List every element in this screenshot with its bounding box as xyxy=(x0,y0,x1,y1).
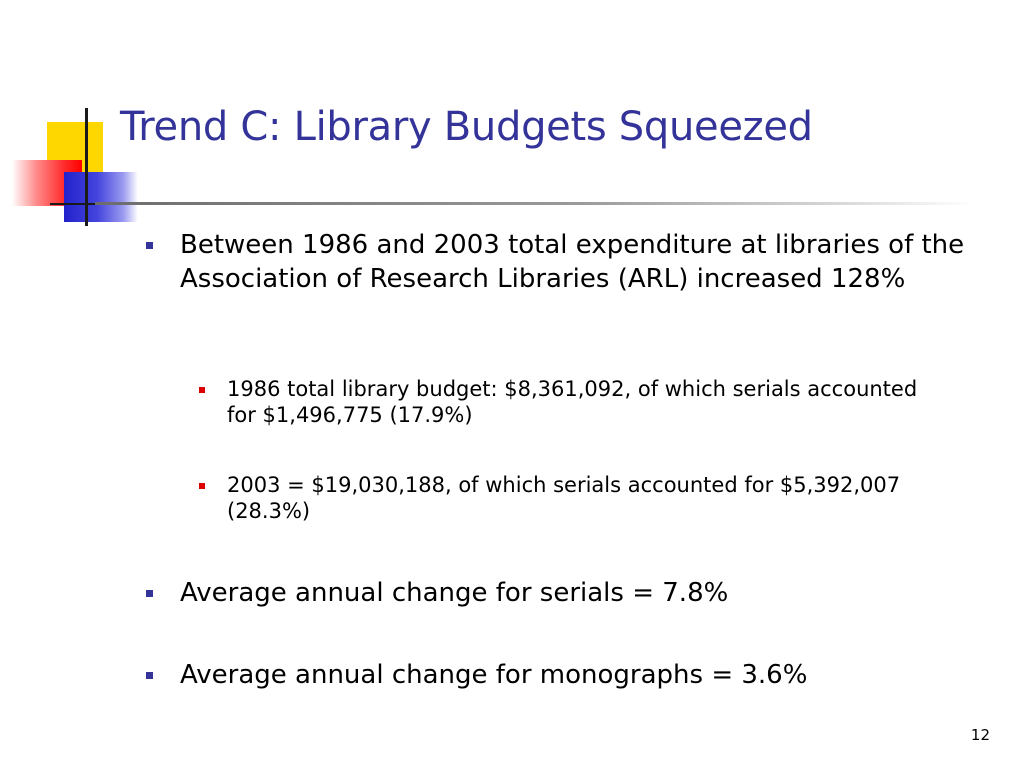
bullet-text: Average annual change for monographs = 3… xyxy=(180,660,808,690)
page-number: 12 xyxy=(970,726,990,744)
logo-horizontal-line xyxy=(50,203,110,205)
square-bullet-icon xyxy=(146,242,153,249)
sub-bullet-item-2003: 2003 = $19,030,188, of which serials acc… xyxy=(199,472,919,524)
title-divider xyxy=(95,202,975,205)
bullet-text: 2003 = $19,030,188, of which serials acc… xyxy=(227,473,901,523)
logo-blue-bar xyxy=(64,172,138,222)
bullet-text: 1986 total library budget: $8,361,092, o… xyxy=(227,377,918,427)
square-bullet-icon xyxy=(199,483,205,489)
square-bullet-icon xyxy=(199,387,205,393)
bullet-item-serials: Average annual change for serials = 7.8% xyxy=(146,576,996,610)
logo-vertical-line xyxy=(85,108,88,226)
bullet-text: Between 1986 and 2003 total expenditure … xyxy=(180,230,965,294)
square-bullet-icon xyxy=(146,590,153,597)
bullet-item-expenditure: Between 1986 and 2003 total expenditure … xyxy=(146,228,996,296)
bullet-item-monographs: Average annual change for monographs = 3… xyxy=(146,658,996,692)
square-bullet-icon xyxy=(146,672,153,679)
sub-bullet-item-1986: 1986 total library budget: $8,361,092, o… xyxy=(199,376,919,428)
bullet-text: Average annual change for serials = 7.8% xyxy=(180,578,729,608)
slide-title: Trend C: Library Budgets Squeezed xyxy=(120,104,813,150)
